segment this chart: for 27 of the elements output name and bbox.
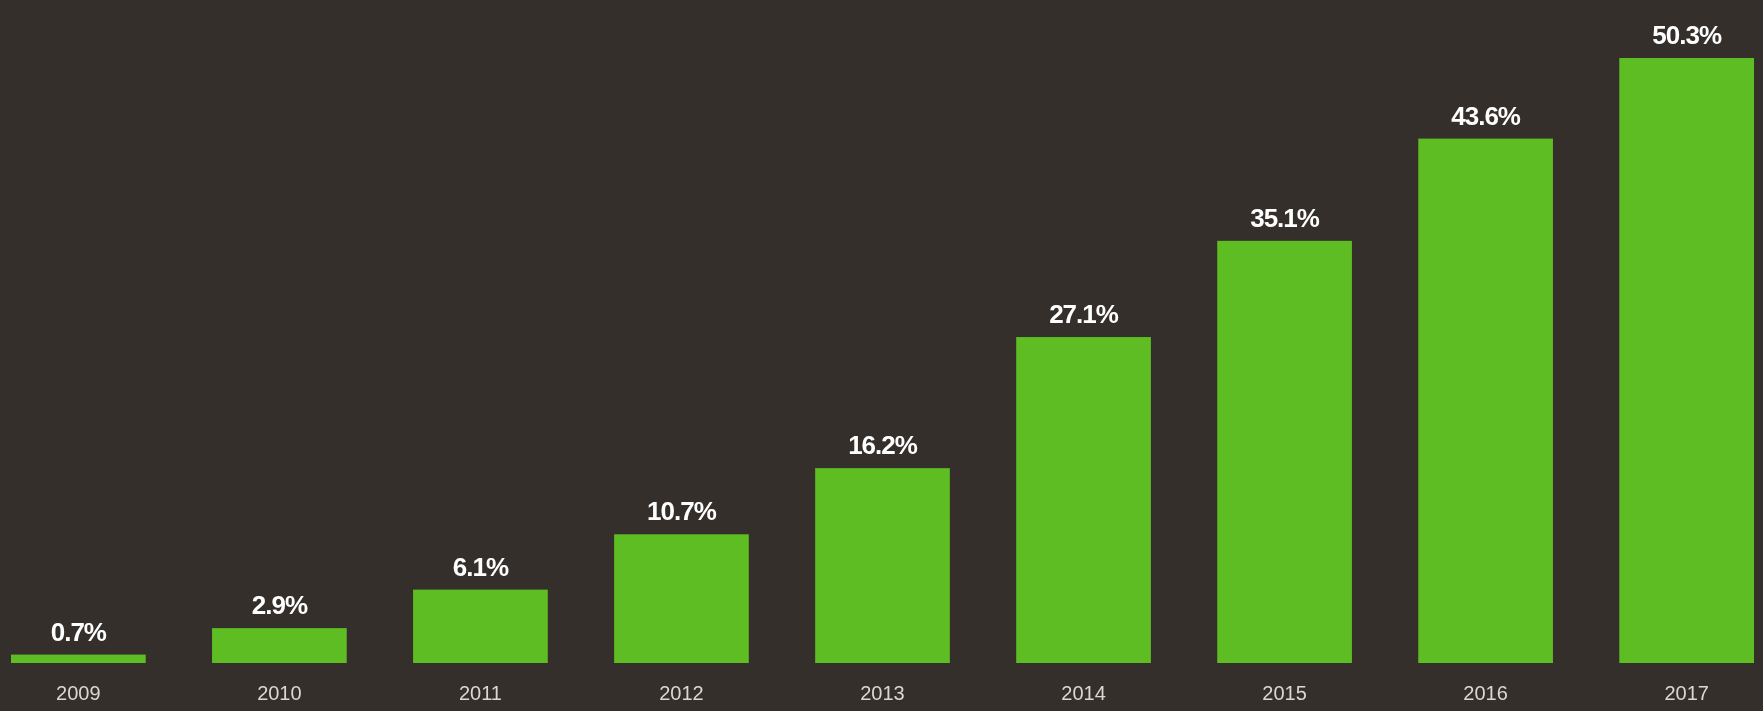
x-tick-label: 2011	[458, 682, 502, 704]
x-tick-label: 2009	[56, 682, 101, 704]
x-tick-label: 2014	[1061, 682, 1106, 704]
bar	[1619, 58, 1754, 663]
x-tick-label: 2015	[1262, 682, 1307, 704]
data-label: 43.6%	[1451, 100, 1521, 131]
x-tick-label: 2016	[1463, 682, 1508, 704]
bar	[11, 654, 146, 663]
data-label: 6.1%	[452, 551, 509, 582]
bar	[413, 589, 548, 663]
bar	[212, 628, 347, 663]
data-label: 0.7%	[50, 616, 107, 647]
x-tick-label: 2017	[1664, 682, 1709, 704]
bar	[1016, 337, 1151, 663]
x-tick-label: 2012	[659, 682, 704, 704]
data-label: 2.9%	[251, 590, 308, 621]
bar	[1418, 138, 1553, 663]
data-label: 35.1%	[1250, 202, 1320, 233]
data-label: 10.7%	[647, 496, 717, 527]
x-tick-label: 2013	[860, 682, 905, 704]
data-label: 16.2%	[848, 430, 918, 461]
data-label: 27.1%	[1049, 299, 1119, 330]
data-label: 50.3%	[1652, 20, 1722, 50]
bar	[614, 534, 749, 663]
x-tick-label: 2010	[257, 682, 302, 704]
bar	[1217, 240, 1352, 663]
bar	[815, 468, 950, 663]
